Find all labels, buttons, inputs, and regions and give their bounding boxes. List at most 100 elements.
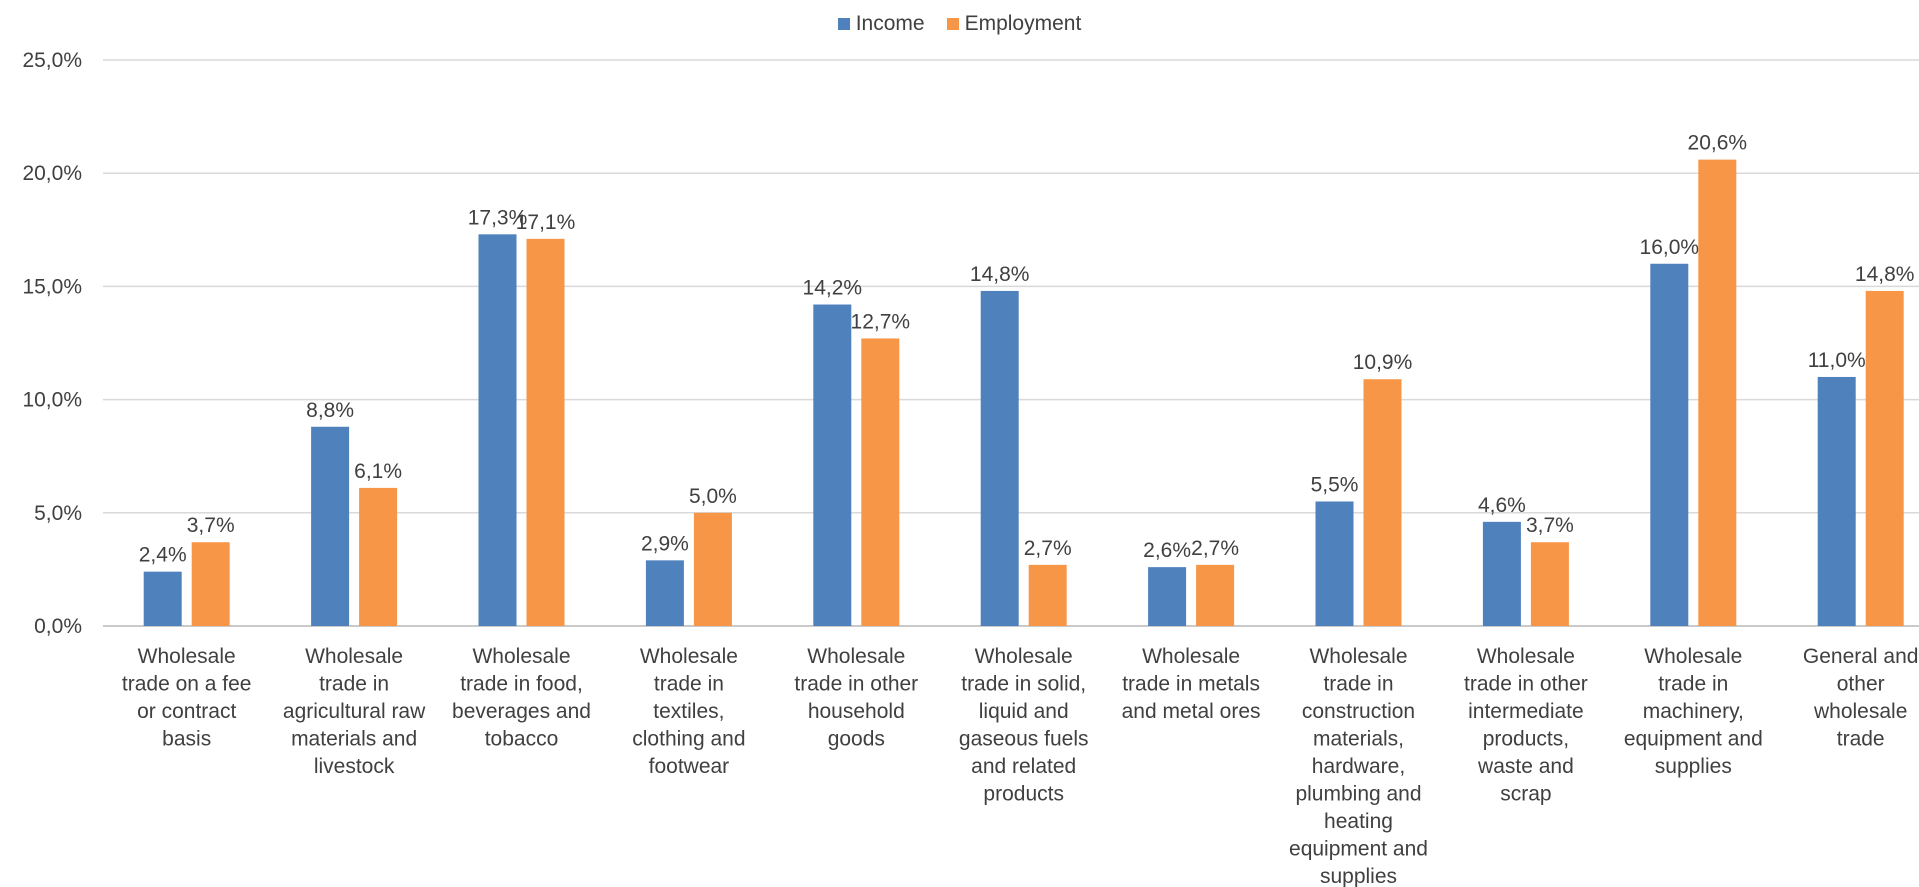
data-label: 10,9% xyxy=(1353,351,1413,374)
y-tick-label: 25,0% xyxy=(22,49,82,72)
x-tick-label-line: trade in solid, xyxy=(961,673,1086,696)
bar-income xyxy=(813,304,852,626)
x-tick-label-line: trade in other xyxy=(1464,673,1588,696)
bar-employment xyxy=(1530,542,1569,626)
x-tick-label-line: Wholesale xyxy=(975,645,1073,668)
x-tick-label-line: intermediate xyxy=(1468,700,1584,723)
data-label: 12,7% xyxy=(851,310,911,333)
x-tick-label-line: wholesale xyxy=(1813,700,1907,723)
bar-employment xyxy=(1363,379,1402,626)
data-label: 4,6% xyxy=(1478,494,1526,517)
bar-income xyxy=(143,571,182,626)
data-label: 2,9% xyxy=(641,532,689,555)
x-tick-label: Wholesale trade in textiles, clothing and fo… xyxy=(632,645,745,778)
x-tick-label-line: household xyxy=(808,700,905,723)
x-tick-label-line: machinery, xyxy=(1643,700,1744,723)
x-tick-label-line: materials, xyxy=(1313,728,1404,751)
x-tick-label-line: trade in other xyxy=(794,673,918,696)
data-label: 5,0% xyxy=(689,485,737,508)
data-label: 3,7% xyxy=(187,514,235,537)
x-tick-label-line: Wholesale xyxy=(1477,645,1575,668)
bar-employment xyxy=(191,542,230,626)
x-tick-label-line: Wholesale xyxy=(1309,645,1407,668)
bar-employment xyxy=(1028,564,1067,626)
x-tick-label-line: Wholesale xyxy=(305,645,403,668)
x-tick-label: Wholesale trade in agricultural raw materia… xyxy=(283,645,426,778)
data-label: 17,3% xyxy=(468,206,528,229)
x-tick-label-line: trade in xyxy=(1658,673,1728,696)
x-tick-label-line: basis xyxy=(162,728,211,751)
x-tick-label-line: and metal ores xyxy=(1122,700,1261,723)
x-tick-label-line: scrap xyxy=(1500,783,1551,806)
data-label: 20,6% xyxy=(1688,132,1748,155)
data-label: 2,4% xyxy=(139,544,187,567)
data-label: 14,8% xyxy=(1855,263,1915,286)
x-tick-label-line: other xyxy=(1837,673,1885,696)
data-label: 14,2% xyxy=(803,277,863,300)
data-label: 2,6% xyxy=(1143,539,1191,562)
legend-item-income: Income xyxy=(837,12,925,36)
x-tick-label-line: and related xyxy=(971,755,1076,778)
bar-employment xyxy=(526,238,565,626)
x-tick-label-line: supplies xyxy=(1320,865,1397,887)
x-tick-label-line: products, xyxy=(1483,728,1569,751)
data-label: 17,1% xyxy=(516,211,576,234)
legend-swatch-employment xyxy=(946,18,959,30)
x-tick-label-line: livestock xyxy=(314,755,395,778)
x-tick-label: Wholesale trade in other household goods xyxy=(794,645,918,751)
x-tick-label-line: goods xyxy=(828,728,885,751)
bar-income xyxy=(980,290,1019,626)
x-tick-label-line: or contract xyxy=(137,700,236,723)
x-tick-label-line: Wholesale xyxy=(1142,645,1240,668)
bar-employment xyxy=(693,512,732,626)
x-tick-label: Wholesale trade in metals and metal ores xyxy=(1122,645,1261,723)
data-label: 2,7% xyxy=(1191,537,1239,560)
legend-item-employment: Employment xyxy=(946,12,1082,36)
x-tick-label-line: Wholesale xyxy=(138,645,236,668)
bar-income xyxy=(645,560,684,626)
x-tick-label-line: equipment and xyxy=(1289,838,1428,861)
data-label: 11,0% xyxy=(1808,349,1866,372)
x-tick-label-line: footwear xyxy=(649,755,730,778)
x-tick-label-line: trade in xyxy=(319,673,389,696)
x-tick-label: Wholesale trade in other intermediate produ… xyxy=(1464,645,1588,806)
data-label: 14,8% xyxy=(970,263,1030,286)
y-tick-label: 20,0% xyxy=(22,162,82,185)
bar-employment xyxy=(1698,159,1737,626)
x-tick-label-line: textiles, xyxy=(653,700,724,723)
data-label: 3,7% xyxy=(1526,514,1574,537)
bar-income xyxy=(1650,263,1689,626)
x-tick-label: Wholesale trade in construction materials, h… xyxy=(1289,645,1428,887)
x-tick-label-line: liquid and xyxy=(979,700,1069,723)
x-tick-label-line: Wholesale xyxy=(472,645,570,668)
x-tick-label-line: trade on a fee xyxy=(122,673,252,696)
legend-label-income: Income xyxy=(855,12,925,35)
x-tick-label-line: plumbing and xyxy=(1295,783,1421,806)
x-tick-label-line: General and xyxy=(1803,645,1919,668)
x-tick-label: General and other wholesale trade xyxy=(1803,645,1919,751)
x-tick-label-line: beverages and xyxy=(452,700,591,723)
x-tick-label-line: trade xyxy=(1837,728,1885,751)
x-tick-label-line: equipment and xyxy=(1624,728,1763,751)
bar-employment xyxy=(861,338,900,626)
x-tick-label: Wholesale trade on a fee or contract basis xyxy=(122,645,252,751)
x-tick-label-line: tobacco xyxy=(485,728,559,751)
x-tick-label-line: gaseous fuels xyxy=(959,728,1089,751)
x-tick-label: Wholesale trade in machinery, equipment and… xyxy=(1624,645,1763,778)
bar-employment xyxy=(1196,564,1235,626)
x-tick-label-line: heating xyxy=(1324,810,1393,833)
x-tick-label-line: agricultural raw xyxy=(283,700,426,723)
y-tick-label: 0,0% xyxy=(34,615,82,638)
bar-employment xyxy=(1865,290,1904,626)
bar-income xyxy=(478,234,517,626)
data-label: 2,7% xyxy=(1024,537,1072,560)
bar-income xyxy=(1148,567,1187,626)
data-label: 16,0% xyxy=(1640,236,1700,259)
x-tick-label: Wholesale trade in food, beverages and toba… xyxy=(452,645,591,751)
bar-employment xyxy=(359,487,398,626)
x-tick-label-line: trade in food, xyxy=(460,673,583,696)
y-tick-label: 10,0% xyxy=(22,389,82,412)
legend-label-employment: Employment xyxy=(964,12,1082,35)
x-tick-label-line: materials and xyxy=(291,728,417,751)
